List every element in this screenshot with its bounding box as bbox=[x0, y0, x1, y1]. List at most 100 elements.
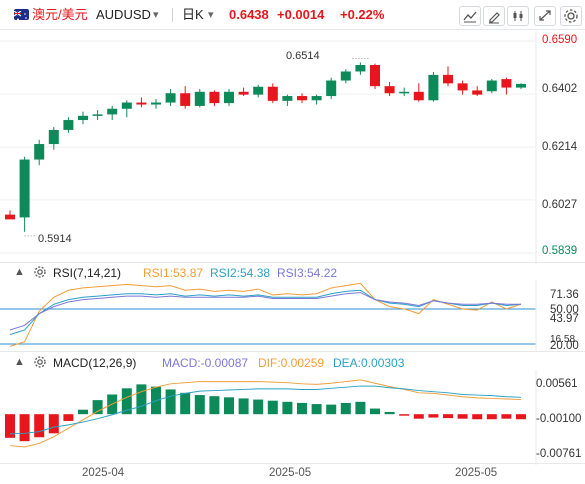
symbol-code[interactable]: AUDUSD bbox=[96, 7, 151, 22]
candle-body bbox=[151, 102, 161, 105]
candle-body bbox=[501, 79, 512, 88]
dea-value: DEA:0.00303 bbox=[333, 356, 405, 370]
candle-body bbox=[428, 74, 439, 101]
gear-icon[interactable] bbox=[33, 355, 47, 374]
collapse-icon[interactable]: ▲ bbox=[14, 356, 25, 368]
candle-body bbox=[63, 120, 74, 130]
macd-histogram-bar bbox=[428, 414, 439, 418]
macd-histogram-bar bbox=[370, 408, 380, 415]
price-change: +0.0014 bbox=[277, 7, 325, 22]
candlestick-chart[interactable] bbox=[0, 31, 585, 264]
macd-histogram-bar bbox=[253, 399, 264, 415]
period-dropdown-icon[interactable]: ▾ bbox=[208, 9, 214, 21]
candle-body bbox=[443, 74, 453, 84]
candle-body bbox=[486, 80, 497, 92]
macd-histogram-bar bbox=[516, 414, 526, 420]
dif-line bbox=[9, 379, 522, 448]
macd-histogram-bar bbox=[413, 414, 424, 419]
rsi-chart[interactable] bbox=[0, 280, 585, 352]
candle-body bbox=[92, 114, 103, 116]
high-price-label: 0.6514 bbox=[286, 50, 320, 62]
symbol-dropdown-icon[interactable]: ▾ bbox=[153, 9, 159, 21]
rsi-axis-tick: 20.00 bbox=[550, 340, 579, 352]
candle-body bbox=[472, 90, 483, 95]
macd-histogram-bar bbox=[472, 414, 483, 420]
rsi2-value: RSI2:54.38 bbox=[210, 266, 271, 280]
macd-histogram-bar bbox=[443, 414, 453, 419]
rsi-axis-tick: 43.97 bbox=[550, 313, 579, 325]
macd-histogram-bar bbox=[267, 400, 278, 415]
rsi-axis-tick: 71.36 bbox=[550, 289, 579, 301]
collapse-icon[interactable]: ▲ bbox=[14, 266, 25, 278]
candle-body bbox=[5, 214, 15, 220]
candle-body bbox=[282, 96, 293, 101]
macd-histogram-bar bbox=[457, 414, 468, 419]
panel-divider bbox=[0, 463, 585, 464]
pencil-draw-icon[interactable] bbox=[483, 6, 505, 26]
rsi-axis-tick: 16.58 bbox=[550, 334, 576, 345]
price-axis-tick: 0.6027 bbox=[542, 199, 578, 211]
price-axis-tick: 0.6214 bbox=[542, 141, 578, 153]
candlestick-chart-icon[interactable] bbox=[459, 6, 481, 26]
candle-body bbox=[311, 96, 322, 101]
macd-histogram-bar bbox=[194, 395, 205, 415]
macd-histogram-bar bbox=[63, 414, 74, 421]
rsi1-line bbox=[9, 282, 522, 347]
panel-divider bbox=[0, 262, 585, 263]
x-axis-tick: 2025-04 bbox=[82, 467, 125, 479]
candle-body bbox=[78, 115, 88, 121]
macd-histogram-bar bbox=[297, 402, 307, 415]
macd-histogram-bar bbox=[121, 388, 132, 415]
macd-title[interactable]: MACD(12,26,9) bbox=[53, 356, 137, 370]
price-axis-tick: 0.6590 bbox=[542, 34, 578, 46]
symbol-name[interactable]: 澳元/美元 bbox=[32, 7, 88, 22]
candle-body bbox=[34, 144, 45, 160]
macd-histogram-bar bbox=[224, 397, 234, 415]
panel-divider bbox=[0, 351, 585, 352]
x-axis-tick: 2025-05 bbox=[455, 467, 498, 479]
candle-body bbox=[253, 86, 264, 95]
macd-histogram-bar bbox=[486, 414, 497, 420]
candle-body bbox=[209, 91, 220, 104]
current-price: 0.6438 bbox=[229, 7, 269, 22]
candle-body bbox=[267, 86, 278, 101]
candle-body bbox=[238, 91, 249, 95]
candle-body bbox=[165, 93, 176, 103]
settings-icon[interactable] bbox=[560, 6, 582, 26]
low-price-label: 0.5914 bbox=[38, 233, 72, 245]
macd-histogram-bar bbox=[136, 384, 147, 415]
candle-body bbox=[355, 64, 366, 72]
australia-flag-icon bbox=[14, 9, 29, 20]
macd-histogram-bar bbox=[326, 404, 337, 415]
period-selector[interactable]: 日K bbox=[182, 7, 204, 22]
macd-axis-tick: 0.00561 bbox=[536, 378, 578, 390]
rsi3-value: RSI3:54.22 bbox=[277, 266, 338, 280]
candle-body bbox=[413, 91, 424, 101]
macd-histogram-bar bbox=[180, 392, 191, 415]
candle-body bbox=[399, 91, 410, 94]
gear-icon[interactable] bbox=[33, 265, 47, 284]
macd-histogram-bar bbox=[355, 401, 366, 415]
candle-body bbox=[121, 102, 132, 109]
macd-axis-tick: -0.00761 bbox=[536, 448, 582, 460]
fullscreen-expand-icon[interactable] bbox=[534, 6, 556, 26]
macd-histogram-bar bbox=[340, 402, 351, 415]
macd-histogram-bar bbox=[384, 411, 395, 415]
candle-body bbox=[297, 96, 307, 101]
macd-chart[interactable] bbox=[0, 370, 585, 465]
candle-body bbox=[340, 71, 351, 81]
toolbar-divider bbox=[172, 8, 173, 22]
macd-histogram-bar bbox=[311, 404, 322, 415]
macd-histogram-bar bbox=[282, 401, 293, 415]
candle-body bbox=[370, 64, 380, 87]
macd-histogram-bar bbox=[34, 414, 45, 438]
macd-histogram-bar bbox=[399, 414, 410, 416]
rsi1-value: RSI1:53.87 bbox=[143, 266, 204, 280]
rsi-title[interactable]: RSI(7,14,21) bbox=[53, 266, 122, 280]
indicator-settings-icon[interactable] bbox=[507, 6, 529, 26]
macd-histogram-bar bbox=[209, 396, 220, 415]
macd-histogram-bar bbox=[165, 389, 176, 415]
candle-body bbox=[19, 159, 30, 218]
price-axis-tick: 0.6402 bbox=[542, 83, 578, 95]
dif-value: DIF:0.00259 bbox=[258, 356, 325, 370]
